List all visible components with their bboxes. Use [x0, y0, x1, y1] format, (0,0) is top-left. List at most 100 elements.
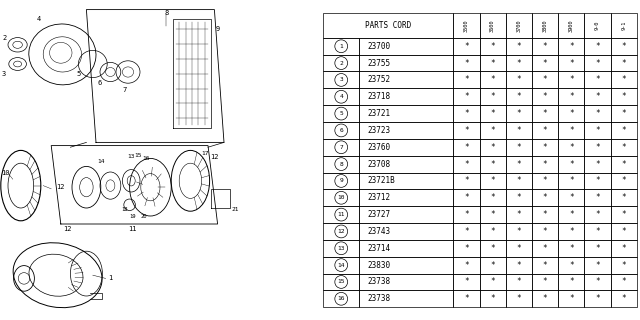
Text: *: * — [595, 126, 600, 135]
Text: *: * — [621, 193, 626, 202]
Text: *: * — [595, 92, 600, 101]
Bar — [359, 38, 453, 55]
Text: 23714: 23714 — [367, 244, 390, 253]
Text: *: * — [621, 277, 626, 286]
Text: *: * — [464, 109, 468, 118]
Text: 23723: 23723 — [367, 126, 390, 135]
Bar — [611, 13, 637, 38]
Bar — [359, 240, 453, 257]
Bar — [506, 105, 532, 122]
Text: *: * — [595, 294, 600, 303]
Text: 10: 10 — [337, 195, 345, 200]
Bar — [453, 206, 479, 223]
Bar — [532, 257, 558, 274]
Text: 12: 12 — [63, 226, 72, 232]
Bar — [558, 290, 584, 307]
Text: *: * — [595, 160, 600, 169]
Bar — [558, 257, 584, 274]
Bar — [558, 189, 584, 206]
Text: *: * — [490, 126, 495, 135]
Bar — [506, 88, 532, 105]
Bar — [611, 122, 637, 139]
Bar — [359, 105, 453, 122]
Text: 1: 1 — [108, 276, 113, 281]
Bar — [359, 257, 453, 274]
Text: *: * — [516, 92, 521, 101]
Text: 15: 15 — [134, 153, 141, 158]
Bar — [453, 156, 479, 172]
Text: 3: 3 — [339, 77, 343, 83]
Text: *: * — [595, 59, 600, 68]
Text: *: * — [516, 143, 521, 152]
Bar — [584, 257, 611, 274]
Bar — [323, 189, 359, 206]
Bar — [479, 55, 506, 71]
Text: 2: 2 — [339, 60, 343, 66]
Text: 5: 5 — [339, 111, 343, 116]
Bar — [359, 189, 453, 206]
Text: *: * — [543, 210, 547, 219]
Text: 23700: 23700 — [367, 42, 390, 51]
Text: *: * — [595, 176, 600, 185]
Bar — [611, 38, 637, 55]
Bar — [323, 38, 359, 55]
Bar — [611, 139, 637, 156]
Text: 13: 13 — [127, 154, 135, 159]
Text: *: * — [621, 143, 626, 152]
Text: *: * — [569, 210, 573, 219]
Bar — [453, 88, 479, 105]
Bar — [323, 122, 359, 139]
Text: *: * — [621, 92, 626, 101]
Text: *: * — [464, 227, 468, 236]
Text: *: * — [490, 260, 495, 270]
Text: *: * — [621, 244, 626, 253]
Bar — [611, 274, 637, 290]
Bar — [558, 240, 584, 257]
Text: *: * — [516, 160, 521, 169]
Bar — [323, 290, 359, 307]
Text: 1: 1 — [339, 44, 343, 49]
Bar — [506, 13, 532, 38]
Bar — [453, 290, 479, 307]
Text: *: * — [490, 277, 495, 286]
Text: 23738: 23738 — [367, 294, 390, 303]
Text: *: * — [464, 176, 468, 185]
Text: 12: 12 — [56, 184, 65, 190]
Text: *: * — [569, 227, 573, 236]
Text: 23830: 23830 — [367, 260, 390, 270]
Bar — [323, 71, 359, 88]
Text: *: * — [490, 59, 495, 68]
Bar — [479, 13, 506, 38]
Text: *: * — [516, 76, 521, 84]
Text: *: * — [621, 160, 626, 169]
Text: 23738: 23738 — [367, 277, 390, 286]
Bar — [532, 139, 558, 156]
Text: *: * — [569, 143, 573, 152]
Text: *: * — [543, 260, 547, 270]
Bar — [323, 206, 359, 223]
Text: *: * — [569, 92, 573, 101]
Text: *: * — [490, 109, 495, 118]
Text: *: * — [569, 109, 573, 118]
Bar — [359, 172, 453, 189]
Text: *: * — [516, 109, 521, 118]
Bar — [506, 189, 532, 206]
Text: *: * — [464, 126, 468, 135]
Bar — [611, 71, 637, 88]
Text: *: * — [490, 160, 495, 169]
Bar — [532, 223, 558, 240]
Text: *: * — [516, 277, 521, 286]
Bar — [359, 71, 453, 88]
Text: *: * — [464, 294, 468, 303]
Text: *: * — [621, 59, 626, 68]
Text: *: * — [569, 126, 573, 135]
Bar — [584, 274, 611, 290]
Bar — [558, 172, 584, 189]
Bar — [453, 240, 479, 257]
Bar — [479, 172, 506, 189]
Bar — [506, 257, 532, 274]
Text: 16: 16 — [337, 296, 345, 301]
Bar — [323, 156, 359, 172]
Text: 20: 20 — [141, 213, 147, 219]
Text: 12: 12 — [337, 229, 345, 234]
